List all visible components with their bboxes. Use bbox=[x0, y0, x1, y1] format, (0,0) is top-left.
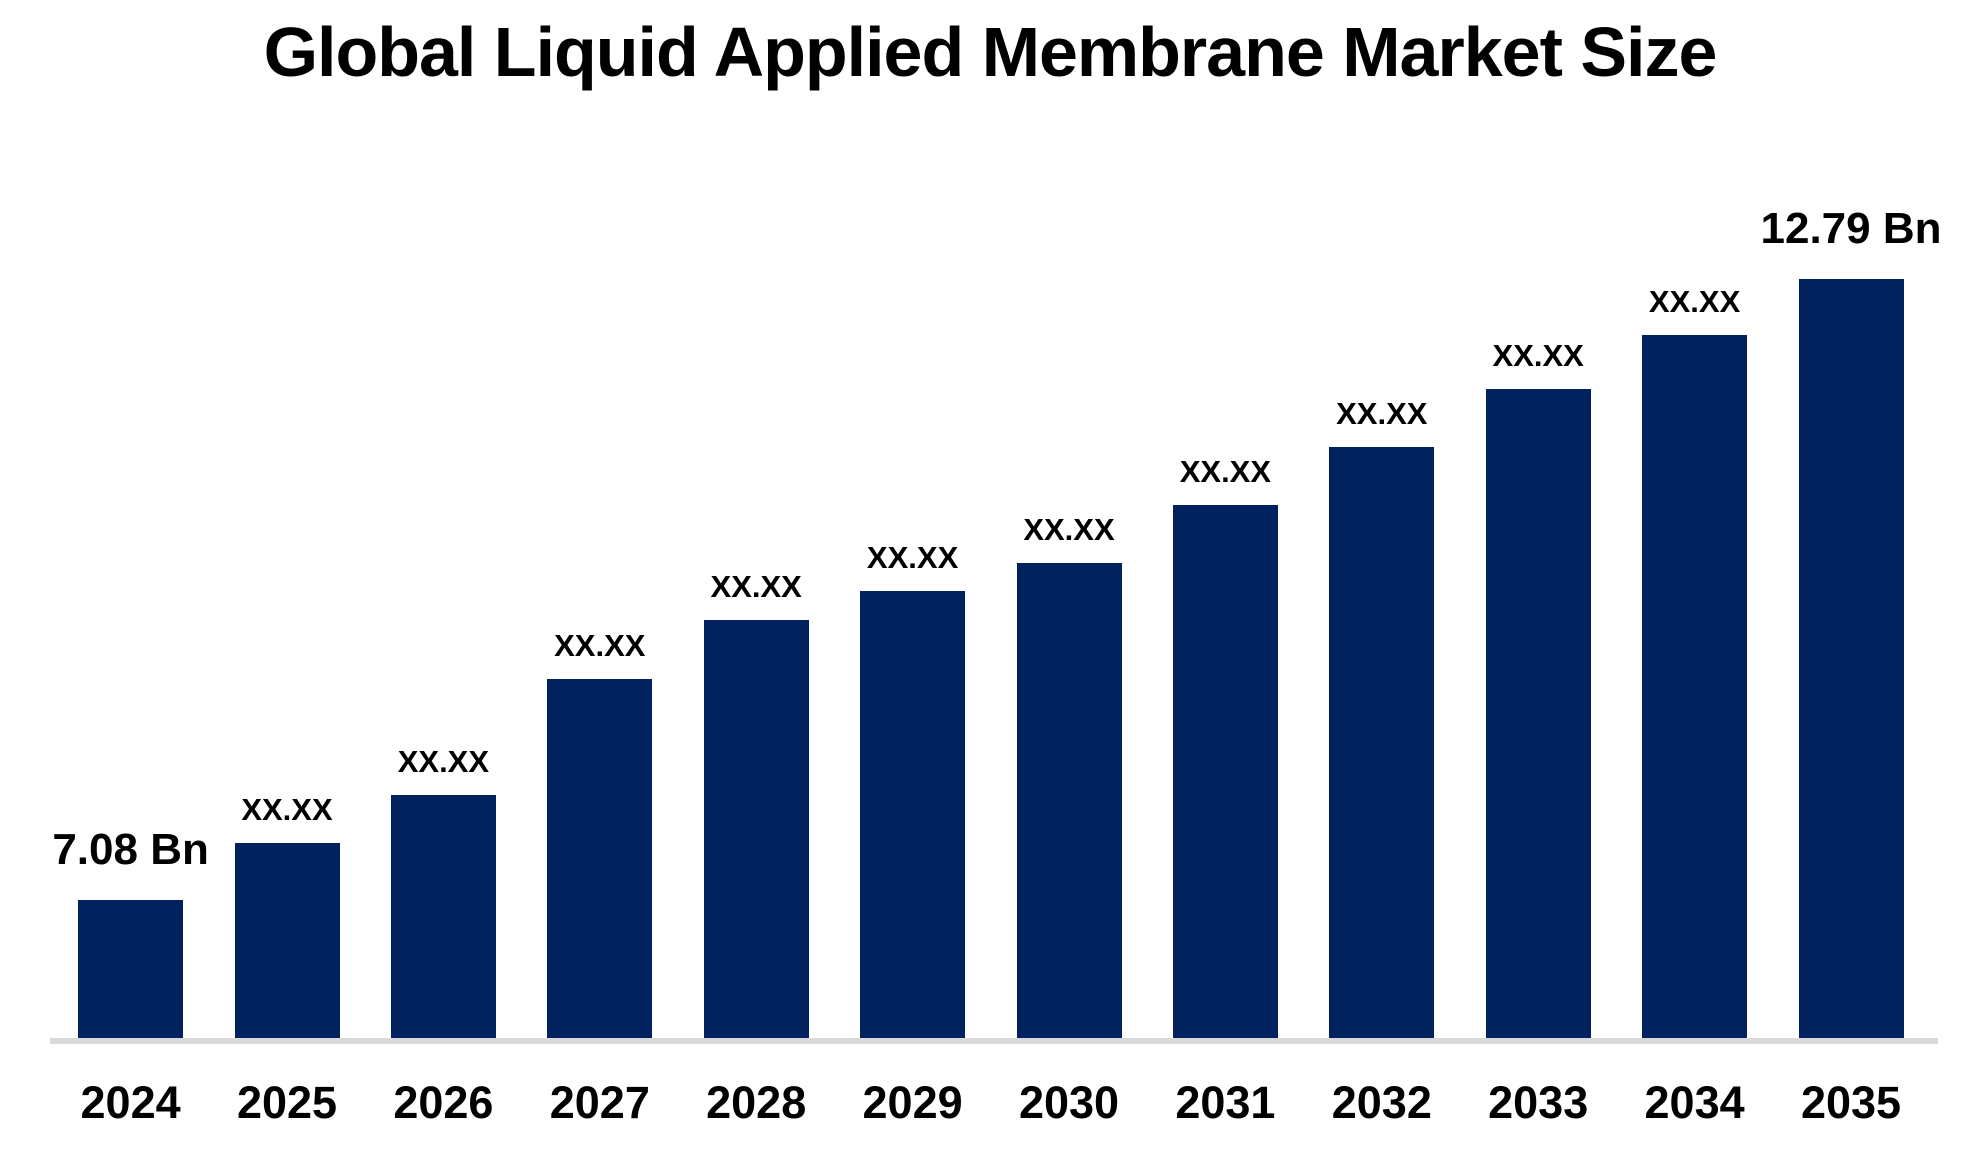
x-tick-label-2024: 2024 bbox=[80, 1077, 181, 1128]
x-tick-label-2030: 2030 bbox=[1018, 1077, 1120, 1128]
x-tick-label-2033: 2033 bbox=[1488, 1077, 1589, 1128]
chart-title: Global Liquid Applied Membrane Market Si… bbox=[263, 13, 1718, 91]
x-tick-label-2034: 2034 bbox=[1644, 1077, 1745, 1128]
bar-2035 bbox=[1798, 279, 1904, 1038]
value-label-2027: XX.XX bbox=[554, 628, 646, 663]
value-label-2025: XX.XX bbox=[241, 792, 333, 827]
value-label-2028: XX.XX bbox=[710, 569, 802, 604]
value-label-2031: XX.XX bbox=[1179, 454, 1272, 489]
bar-2033 bbox=[1485, 389, 1591, 1038]
bar-2028 bbox=[703, 620, 809, 1038]
bar-2024 bbox=[78, 900, 184, 1038]
bar-2025 bbox=[234, 843, 340, 1038]
bar-2030 bbox=[1016, 563, 1122, 1038]
value-label-2033: XX.XX bbox=[1492, 338, 1584, 373]
bar-2029 bbox=[860, 591, 966, 1038]
value-label-2032: XX.XX bbox=[1336, 396, 1428, 431]
x-tick-label-2029: 2029 bbox=[862, 1077, 963, 1128]
value-label-2026: XX.XX bbox=[397, 744, 490, 779]
x-tick-label-2035: 2035 bbox=[1800, 1077, 1902, 1128]
value-label-2035: 12.79 Bn bbox=[1760, 204, 1942, 253]
value-label-2024: 7.08 Bn bbox=[52, 825, 209, 874]
x-tick-label-2026: 2026 bbox=[393, 1077, 494, 1128]
x-tick-label-2031: 2031 bbox=[1175, 1077, 1276, 1128]
value-label-2034: XX.XX bbox=[1648, 284, 1741, 319]
value-label-2030: XX.XX bbox=[1023, 512, 1115, 547]
x-tick-label-2032: 2032 bbox=[1331, 1077, 1432, 1128]
x-tick-label-2027: 2027 bbox=[549, 1077, 650, 1128]
x-axis-line bbox=[50, 1038, 1938, 1044]
bar-2032 bbox=[1329, 447, 1435, 1038]
value-label-2029: XX.XX bbox=[866, 540, 959, 575]
x-tick-label-2025: 2025 bbox=[236, 1077, 338, 1128]
bar-2031 bbox=[1172, 505, 1278, 1038]
bar-2026 bbox=[390, 795, 496, 1038]
bar-2027 bbox=[547, 679, 653, 1038]
x-tick-label-2028: 2028 bbox=[706, 1077, 807, 1128]
bar-2034 bbox=[1642, 335, 1748, 1038]
